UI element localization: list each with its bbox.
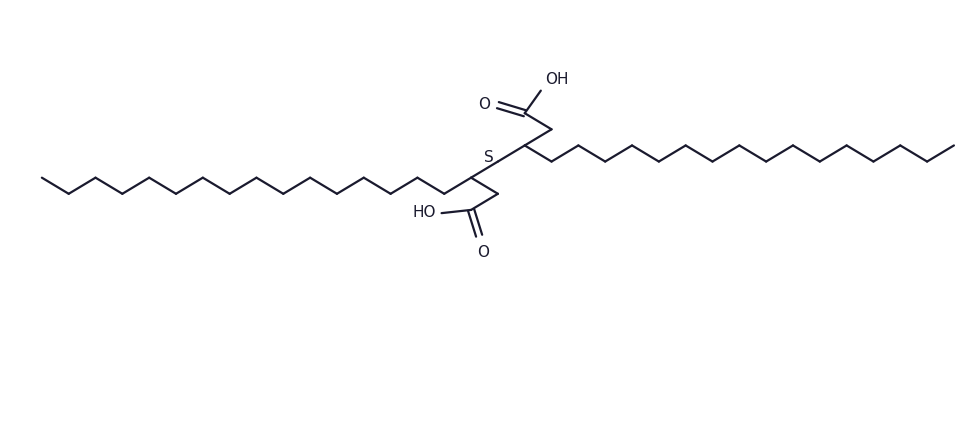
Text: O: O [477,244,489,259]
Text: O: O [478,96,490,111]
Text: OH: OH [545,72,568,86]
Text: S: S [484,150,494,165]
Text: HO: HO [412,204,435,219]
